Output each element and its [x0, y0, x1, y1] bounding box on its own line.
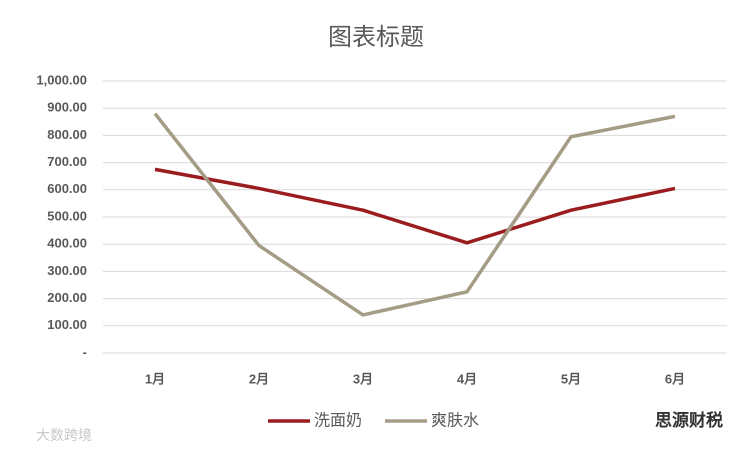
y-tick-label: 800.00 [47, 127, 87, 142]
y-tick-label: 300.00 [47, 263, 87, 278]
y-tick-label: 400.00 [47, 236, 87, 251]
y-tick-label: 500.00 [47, 208, 87, 223]
legend-label: 洗面奶 [314, 411, 362, 430]
x-tick-label: 3月 [353, 371, 373, 386]
x-tick-label: 2月 [249, 371, 269, 386]
x-tick-label: 5月 [561, 371, 581, 386]
y-tick-label: 100.00 [47, 317, 87, 332]
y-tick-label: 900.00 [47, 100, 87, 115]
legend-label: 爽肤水 [431, 411, 479, 430]
y-tick-label: 600.00 [47, 181, 87, 196]
watermark: 大数跨境 [36, 428, 92, 444]
y-tick-label: 700.00 [47, 154, 87, 169]
y-tick-label: - [83, 344, 87, 359]
series-line [153, 112, 676, 317]
chart-title: 图表标题 [328, 23, 424, 51]
watermark: 思源财税 [655, 410, 723, 431]
x-tick-label: 4月 [457, 371, 477, 386]
series-line [154, 167, 676, 245]
x-tick-label: 6月 [665, 371, 685, 386]
y-tick-label: 1,000.00 [36, 72, 87, 87]
x-tick-label: 1月 [145, 371, 165, 386]
y-tick-label: 200.00 [47, 290, 87, 305]
